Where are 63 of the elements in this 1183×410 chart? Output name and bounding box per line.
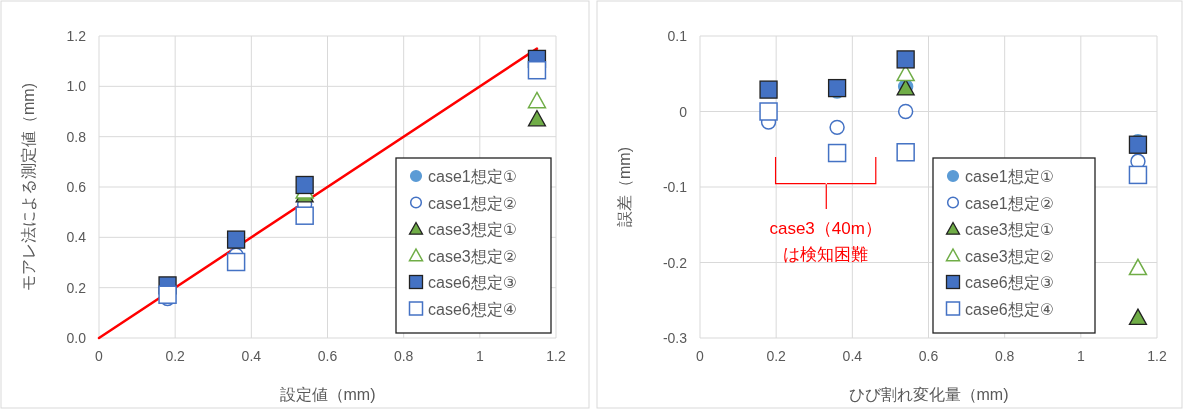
- point: [295, 175, 314, 195]
- legend-label: case1想定②: [965, 194, 1055, 212]
- legend-label: case1想定②: [428, 194, 518, 212]
- x-tick-label: 0: [95, 348, 104, 364]
- point: [226, 252, 246, 272]
- point: [827, 78, 847, 98]
- x-axis-title: ひび割れ変化量（mm): [848, 386, 1009, 403]
- x-tick-label: 1: [475, 348, 484, 364]
- x-tick-label: 0.4: [842, 348, 863, 364]
- y-tick-label: 0.4: [66, 229, 87, 246]
- x-axis-title: 設定値（mm): [279, 386, 376, 403]
- y-tick-label: 1.2: [66, 28, 87, 44]
- legend-label: case6想定④: [428, 300, 518, 318]
- legend-label: case3想定①: [965, 221, 1055, 238]
- x-tick-label: 0: [696, 348, 705, 364]
- point: [1128, 165, 1148, 185]
- legend-label: case6想定③: [428, 274, 518, 291]
- point: [527, 91, 547, 109]
- y-tick-label: 0.6: [66, 179, 87, 195]
- y-axis-title: モアレ法による測定値（mm): [20, 83, 37, 291]
- point: [1128, 308, 1148, 326]
- y-axis-title: 誤差（mm): [616, 147, 633, 227]
- legend-label: case1想定①: [428, 168, 518, 185]
- point: [158, 285, 177, 304]
- point: [1128, 258, 1148, 276]
- point: [759, 102, 778, 121]
- point: [527, 60, 547, 80]
- y-tick-label: 0.8: [66, 128, 87, 145]
- y-tick-label: 0.2: [66, 279, 87, 296]
- y-tick-label: -0.1: [662, 179, 688, 195]
- y-tick-label: 0.0: [66, 330, 87, 346]
- legend-label: case3想定①: [428, 221, 518, 238]
- point: [527, 109, 547, 127]
- legend-label: case3想定②: [428, 247, 518, 265]
- point: [1128, 135, 1148, 154]
- x-tick-label: 0.8: [393, 348, 414, 364]
- point: [897, 103, 914, 120]
- x-tick-label: 0.2: [766, 348, 787, 364]
- point: [896, 50, 915, 69]
- annotation: case3（40m）: [769, 218, 882, 238]
- x-tick-label: 0.6: [317, 348, 338, 364]
- x-tick-label: 1.2: [1147, 348, 1167, 364]
- x-tick-label: 0.6: [918, 348, 939, 364]
- y-tick-label: 0: [679, 103, 688, 120]
- point: [759, 80, 778, 99]
- y-tick-label: 0.1: [667, 28, 688, 44]
- legend-label: case6想定③: [965, 274, 1055, 291]
- point: [226, 230, 246, 249]
- x-tick-label: 1: [1076, 348, 1085, 364]
- x-tick-label: 0.8: [994, 348, 1015, 364]
- legend-label: case1想定①: [965, 168, 1055, 185]
- point: [827, 143, 847, 163]
- legend-label: case6想定④: [965, 300, 1055, 318]
- y-tick-label: -0.3: [662, 330, 688, 346]
- x-tick-label: 0.4: [241, 348, 262, 364]
- x-tick-label: 0.2: [165, 348, 186, 364]
- y-tick-label: -0.2: [662, 254, 688, 271]
- legend-label: case3想定②: [965, 247, 1055, 265]
- x-tick-label: 1.2: [546, 348, 566, 364]
- point: [295, 206, 314, 225]
- annotation: は検知困難: [783, 244, 869, 264]
- y-tick-label: 1.0: [66, 78, 87, 95]
- point: [829, 119, 845, 136]
